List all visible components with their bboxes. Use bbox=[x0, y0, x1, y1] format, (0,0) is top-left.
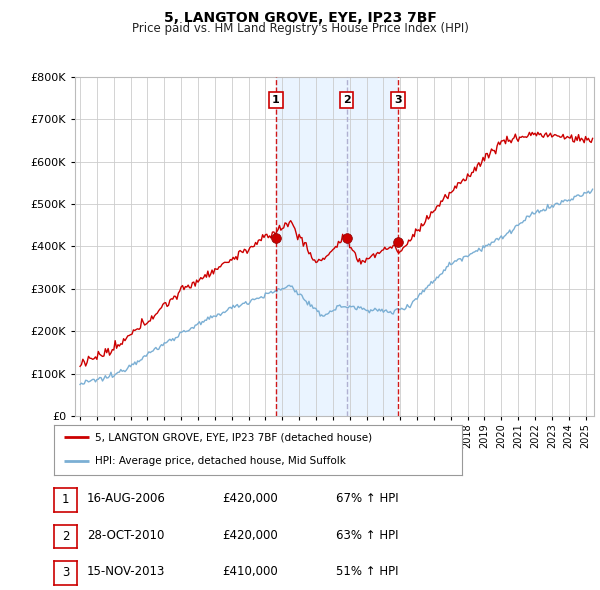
Text: HPI: Average price, detached house, Mid Suffolk: HPI: Average price, detached house, Mid … bbox=[95, 456, 346, 466]
Text: 3: 3 bbox=[62, 566, 69, 579]
Text: 3: 3 bbox=[394, 95, 402, 105]
Text: 1: 1 bbox=[272, 95, 280, 105]
Text: £410,000: £410,000 bbox=[222, 565, 278, 578]
Text: 2: 2 bbox=[343, 95, 350, 105]
Text: 15-NOV-2013: 15-NOV-2013 bbox=[87, 565, 166, 578]
Text: 16-AUG-2006: 16-AUG-2006 bbox=[87, 492, 166, 505]
Bar bbox=[276, 77, 398, 416]
Text: 51% ↑ HPI: 51% ↑ HPI bbox=[336, 565, 398, 578]
Text: 2: 2 bbox=[62, 530, 69, 543]
Text: 1: 1 bbox=[62, 493, 69, 506]
Text: 28-OCT-2010: 28-OCT-2010 bbox=[87, 529, 164, 542]
Text: 5, LANGTON GROVE, EYE, IP23 7BF: 5, LANGTON GROVE, EYE, IP23 7BF bbox=[164, 11, 436, 25]
Text: 63% ↑ HPI: 63% ↑ HPI bbox=[336, 529, 398, 542]
Text: £420,000: £420,000 bbox=[222, 492, 278, 505]
Text: 5, LANGTON GROVE, EYE, IP23 7BF (detached house): 5, LANGTON GROVE, EYE, IP23 7BF (detache… bbox=[95, 432, 372, 442]
Text: 67% ↑ HPI: 67% ↑ HPI bbox=[336, 492, 398, 505]
Text: Price paid vs. HM Land Registry's House Price Index (HPI): Price paid vs. HM Land Registry's House … bbox=[131, 22, 469, 35]
Text: £420,000: £420,000 bbox=[222, 529, 278, 542]
